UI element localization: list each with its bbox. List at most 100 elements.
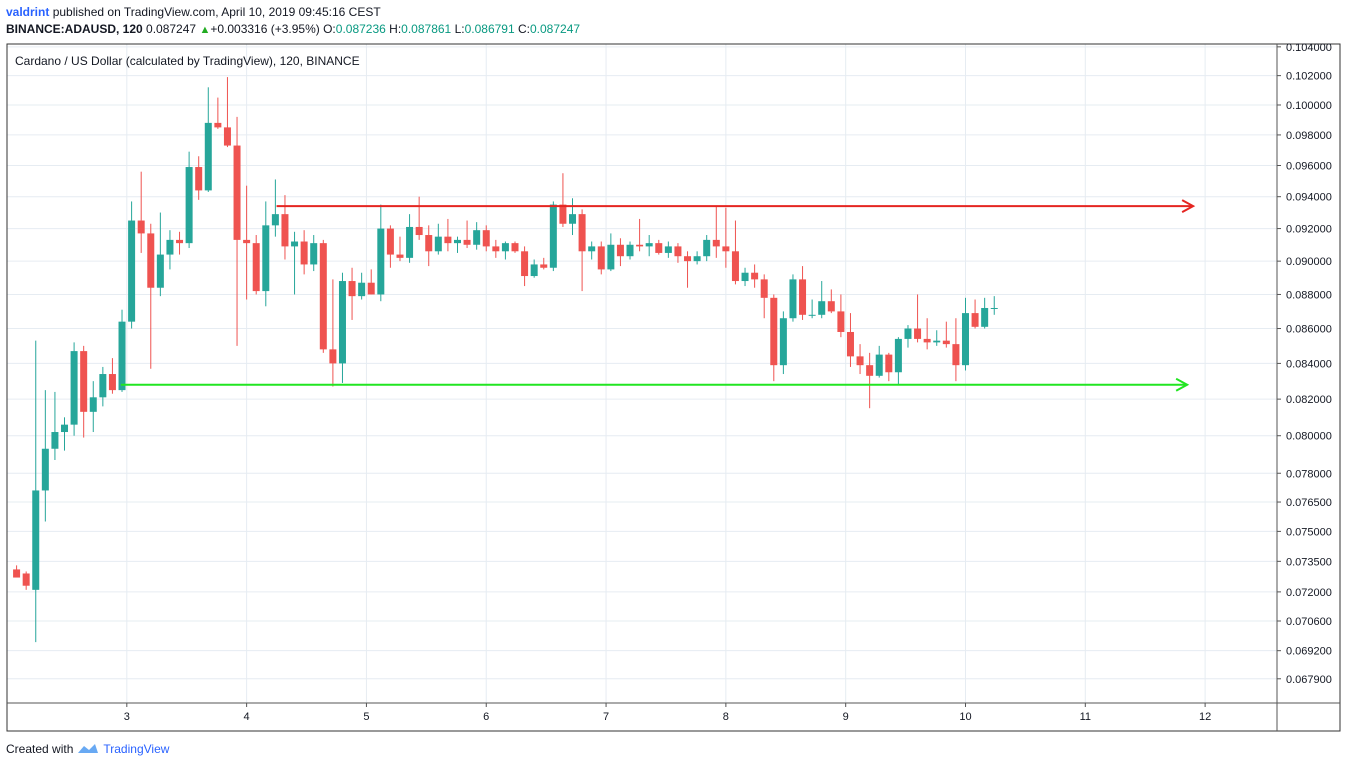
arrow-head-icon	[1181, 199, 1196, 214]
time-tick-label: 12	[1199, 711, 1211, 723]
candle-body	[358, 282, 366, 297]
price-tick-label: 0.100000	[1286, 100, 1332, 112]
candle	[415, 196, 423, 240]
candle-body	[367, 282, 375, 295]
candle-body	[415, 226, 423, 236]
time-tick-label: 8	[723, 711, 729, 723]
candle	[866, 352, 874, 409]
chart-header: valdrint published on TradingView.com, A…	[6, 4, 580, 39]
candle-body	[156, 254, 164, 288]
candle	[952, 318, 960, 382]
candle	[569, 198, 577, 236]
author-name[interactable]: valdrint	[6, 5, 50, 19]
candle-body	[674, 246, 682, 257]
candle	[885, 352, 893, 382]
candle-body	[846, 331, 854, 357]
candle-body	[128, 220, 136, 322]
candle-body	[185, 167, 193, 244]
candle	[61, 417, 69, 451]
candle-body	[473, 230, 481, 245]
candle	[616, 238, 624, 267]
support-arrow[interactable]	[120, 377, 1190, 392]
candle	[271, 179, 279, 237]
time-tick-label: 10	[959, 711, 971, 723]
candle-body	[866, 365, 874, 376]
chart-grid	[7, 44, 1277, 703]
publish-line: valdrint published on TradingView.com, A…	[6, 4, 580, 21]
candle-body	[80, 351, 88, 412]
candle	[291, 231, 299, 295]
candle-body	[693, 256, 701, 262]
candle	[348, 267, 356, 320]
candle-body	[319, 243, 327, 350]
candle-body	[70, 351, 78, 425]
candle-body	[607, 244, 615, 270]
candle	[511, 241, 519, 253]
candle-body	[13, 569, 21, 578]
candle-body	[195, 167, 203, 191]
price-tick-label: 0.102000	[1286, 71, 1332, 83]
footer: Created with TradingView	[6, 742, 169, 756]
candle-body	[731, 251, 739, 282]
candle	[463, 220, 471, 249]
candle-body	[894, 338, 902, 373]
candle-body	[942, 340, 950, 345]
candle	[827, 289, 835, 314]
candle	[655, 239, 663, 255]
candle-body	[818, 301, 826, 315]
candle	[875, 345, 883, 378]
candle	[588, 241, 596, 260]
candle	[760, 274, 768, 319]
low-label: L:	[454, 22, 465, 36]
brand-name[interactable]: TradingView	[103, 742, 170, 756]
resistance-arrow[interactable]	[276, 199, 1196, 214]
price-chart[interactable]: Cardano / US Dollar (calculated by Tradi…	[0, 0, 1347, 740]
candle	[664, 241, 672, 258]
candle-body	[482, 230, 490, 247]
candle	[156, 212, 164, 297]
candle	[549, 201, 557, 272]
candle	[914, 294, 922, 343]
candle	[70, 342, 78, 436]
candle	[367, 269, 375, 295]
candle-body	[904, 328, 912, 339]
candle-body	[645, 243, 653, 247]
candle	[176, 231, 184, 255]
candle-body	[626, 244, 634, 257]
candle	[329, 279, 337, 387]
price-tick-label: 0.067900	[1286, 674, 1332, 686]
candle	[530, 259, 538, 278]
candle-body	[530, 264, 538, 277]
time-tick-label: 3	[124, 711, 130, 723]
up-triangle-icon: ▲	[199, 24, 211, 36]
candle-body	[434, 236, 442, 252]
candle-body	[914, 328, 922, 339]
candle-body	[827, 301, 835, 312]
candle-body	[578, 214, 586, 252]
price-axis[interactable]: 0.104000 0.102000 0.100000 0.098000 0.096000…	[1276, 42, 1332, 731]
annotations	[120, 199, 1196, 392]
candle-body	[233, 145, 241, 240]
candle-body	[616, 244, 624, 257]
candle	[933, 330, 941, 346]
candle-body	[760, 279, 768, 298]
candle	[990, 296, 998, 315]
candle	[846, 313, 854, 367]
candle	[578, 209, 586, 292]
candle-body	[89, 397, 97, 412]
candle	[521, 246, 529, 287]
price-change: +0.003316 (+3.95%)	[210, 22, 320, 36]
publish-info: published on TradingView.com, April 10, …	[52, 5, 381, 19]
candle-body	[933, 340, 941, 343]
candle	[473, 222, 481, 250]
candles	[13, 77, 998, 643]
candle-body	[597, 246, 605, 270]
candle-body	[329, 349, 337, 364]
candle	[319, 239, 327, 353]
candle-body	[166, 239, 174, 255]
candle-body	[453, 239, 461, 244]
time-axis[interactable]: 3 4 5 6 7 8 9 10 11 12	[7, 702, 1340, 723]
candle-body	[444, 236, 452, 244]
candle	[626, 241, 634, 260]
plot-frame	[6, 43, 1341, 732]
